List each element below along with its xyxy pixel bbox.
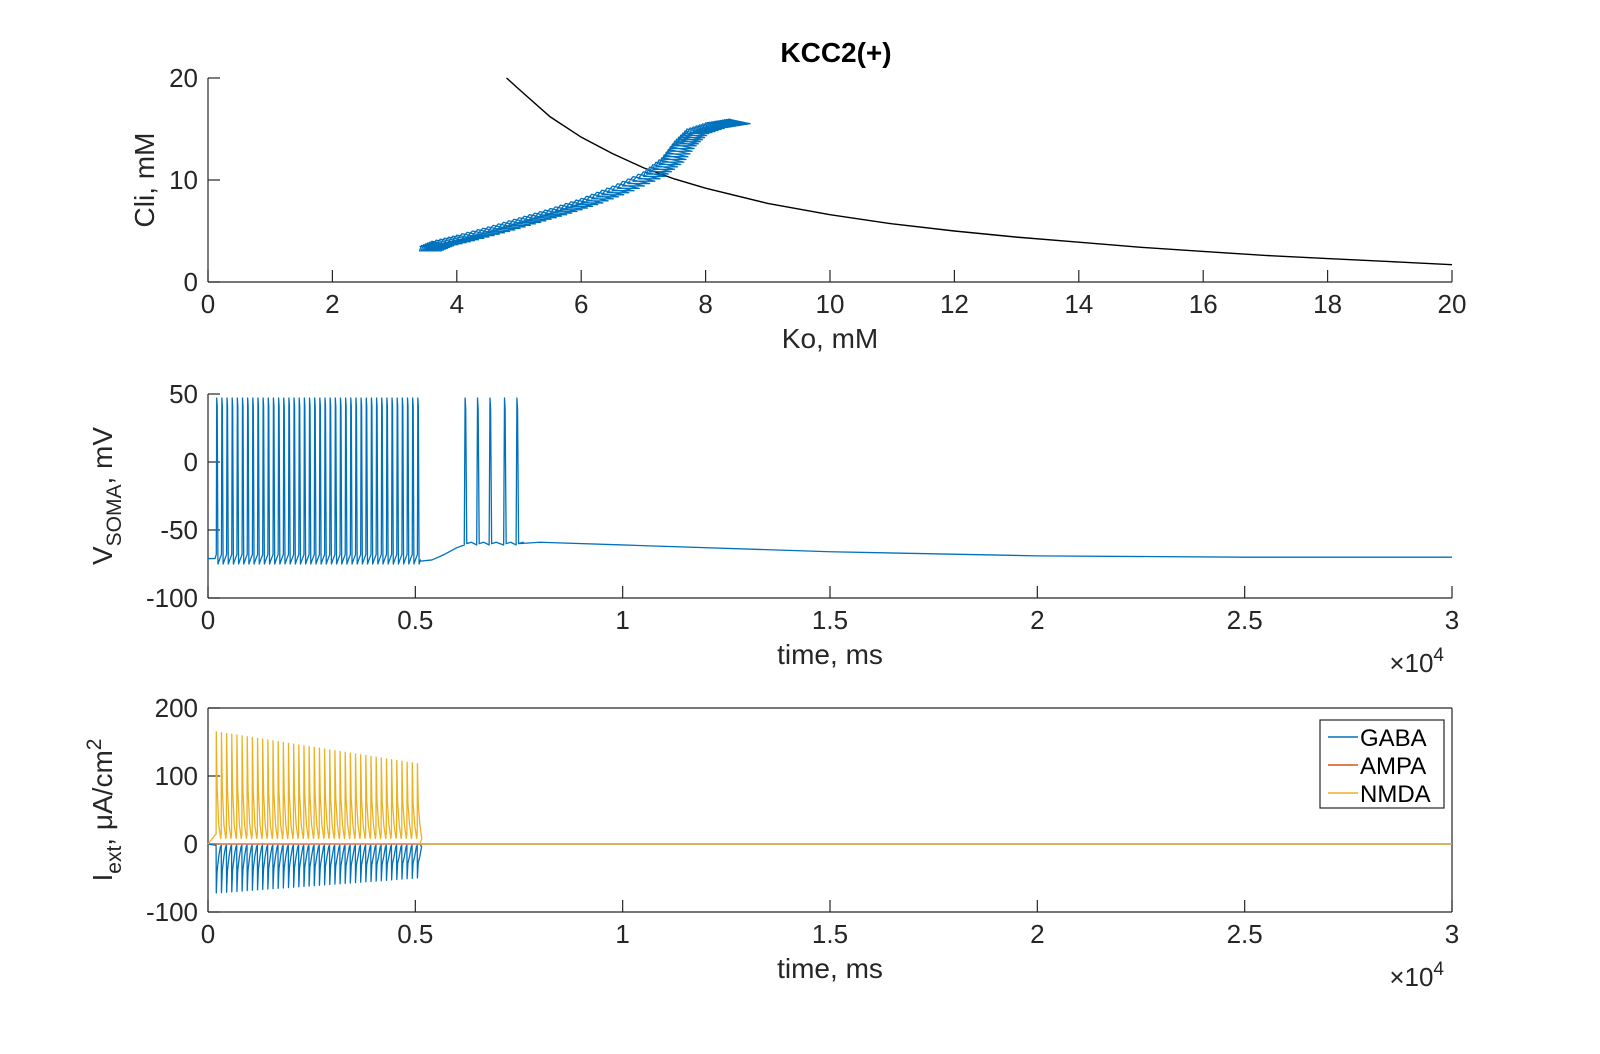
x-tick-label: 4 <box>450 289 464 319</box>
x-tick-label: 0 <box>201 919 215 949</box>
y-tick-label: 0 <box>184 267 198 297</box>
y-axis-label: Cli, mM <box>129 133 160 228</box>
nmda-line <box>207 731 1452 845</box>
x-tick-label: 12 <box>940 289 969 319</box>
y-tick-label: -50 <box>160 515 198 545</box>
x-tick-label: 8 <box>698 289 712 319</box>
x-tick-label: 0 <box>201 289 215 319</box>
x-tick-label: 1.5 <box>812 605 848 635</box>
y-tick-label: 20 <box>169 63 198 93</box>
x-tick-label: 2.5 <box>1227 605 1263 635</box>
panel-ko-cli: 0 2 4 6 8 10 12 14 16 18 20 0 10 20 Ko, mM Cli, mM <box>129 63 1466 354</box>
x-tick-label: 6 <box>574 289 588 319</box>
y-tick-label: -100 <box>146 583 198 613</box>
x-tick-label: 0.5 <box>397 919 433 949</box>
y-tick-label: 50 <box>169 379 198 409</box>
legend-label-nmda: NMDA <box>1360 781 1431 808</box>
x-axis-label: Ko, mM <box>782 323 878 354</box>
y-tick-label: 0 <box>184 447 198 477</box>
trajectory-line <box>418 118 751 252</box>
x-tick-label: 1 <box>615 605 629 635</box>
x-axis-label: time, ms <box>777 639 883 670</box>
gaba-line <box>207 843 1452 894</box>
x-tick-label: 1 <box>615 919 629 949</box>
y-tick-label: 0 <box>184 829 198 859</box>
x-tick-label: 18 <box>1313 289 1342 319</box>
legend-label-gaba: GABA <box>1360 725 1427 752</box>
y-tick-label: 10 <box>169 165 198 195</box>
y-tick-label: 100 <box>155 761 198 791</box>
x-tick-label: 2.5 <box>1227 919 1263 949</box>
x-axis-label: time, ms <box>777 953 883 984</box>
x-tick-label: 2 <box>1030 919 1044 949</box>
x-tick-label: 20 <box>1438 289 1467 319</box>
figure-title: KCC2(+) <box>780 37 891 68</box>
x-tick-label: 10 <box>816 289 845 319</box>
nullcline-line <box>506 77 1453 266</box>
legend-label-ampa: AMPA <box>1360 753 1426 780</box>
x-exponent: ×104 <box>1389 645 1444 678</box>
y-axis-label: Iext, μA/cm2 <box>83 739 126 882</box>
x-tick-label: 3 <box>1445 919 1459 949</box>
y-tick-label: -100 <box>146 897 198 927</box>
x-tick-label: 14 <box>1064 289 1093 319</box>
x-tick-label: 2 <box>1030 605 1044 635</box>
panel-vsoma: 0 0.5 1 1.5 2 2.5 3 -100 -50 0 50 time, ms VSOMA, mV… <box>87 379 1459 678</box>
vsoma-line <box>208 397 1452 565</box>
x-tick-label: 0.5 <box>397 605 433 635</box>
y-axis-label: VSOMA, mV <box>87 427 126 565</box>
x-tick-label: 0 <box>201 605 215 635</box>
x-tick-label: 2 <box>325 289 339 319</box>
y-tick-label: 200 <box>155 693 198 723</box>
x-tick-label: 3 <box>1445 605 1459 635</box>
x-exponent: ×104 <box>1389 959 1444 992</box>
x-tick-label: 16 <box>1189 289 1218 319</box>
x-tick-label: 1.5 <box>812 919 848 949</box>
